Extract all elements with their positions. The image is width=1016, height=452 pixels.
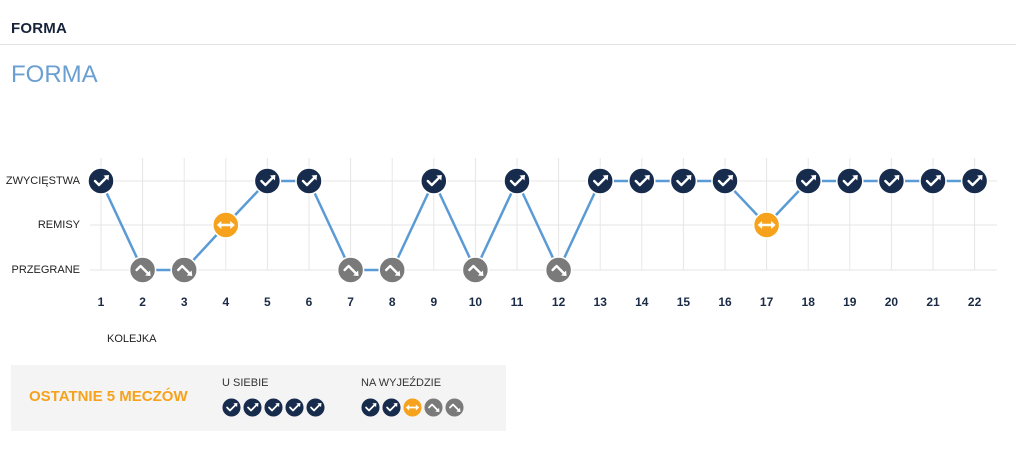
result-marker[interactable]: [128, 256, 157, 284]
loss-icon: [551, 264, 567, 276]
result-marker[interactable]: [836, 167, 864, 195]
result-marker[interactable]: [336, 256, 365, 284]
win-icon: [967, 175, 983, 187]
x-tick-label: 8: [389, 295, 396, 309]
win-icon: [306, 398, 325, 417]
y-axis-label: PRZEGRANE: [12, 264, 80, 276]
result-marker[interactable]: [544, 256, 573, 284]
win-icon: [222, 398, 241, 417]
win-icon: [301, 175, 317, 187]
draw-icon: [403, 398, 422, 417]
y-axis-label: ZWYCIĘSTWA: [6, 175, 81, 187]
x-tick-label: 2: [139, 295, 146, 309]
result-marker[interactable]: [919, 167, 947, 195]
win-icon: [509, 175, 525, 187]
result-marker[interactable]: [378, 256, 406, 284]
loss-icon: [424, 398, 443, 417]
last-five-panel: OSTATNIE 5 MECZÓW U SIEBIE NA WYJEŹDZIE: [11, 365, 506, 431]
result-marker[interactable]: [669, 167, 698, 195]
win-icon: [884, 175, 900, 187]
x-tick-label: 16: [718, 295, 732, 309]
header-divider: [0, 44, 1016, 45]
x-tick-label: 17: [760, 295, 774, 309]
x-tick-label: 21: [926, 295, 940, 309]
y-axis-label: REMISY: [38, 219, 81, 231]
win-icon: [260, 175, 276, 187]
away-label: NA WYJEŹDZIE: [361, 377, 442, 389]
result-marker[interactable]: [503, 167, 531, 195]
x-tick-label: 14: [635, 295, 649, 309]
loss-icon: [445, 398, 464, 417]
result-marker[interactable]: [170, 256, 198, 284]
draw-icon: [216, 221, 235, 229]
win-icon: [925, 175, 941, 187]
win-icon: [634, 175, 650, 187]
win-icon: [243, 398, 262, 417]
win-icon: [717, 175, 733, 187]
result-marker[interactable]: [87, 167, 115, 195]
result-marker[interactable]: [960, 167, 989, 195]
x-tick-label: 19: [843, 295, 857, 309]
win-icon: [93, 175, 109, 187]
win-icon: [842, 175, 858, 187]
section-title: FORMA: [11, 61, 98, 88]
win-icon: [361, 398, 380, 417]
result-marker[interactable]: [586, 167, 614, 195]
x-tick-label: 18: [802, 295, 816, 309]
result-marker[interactable]: [420, 167, 448, 195]
x-tick-label: 10: [469, 295, 483, 309]
x-tick-label: 11: [511, 295, 524, 309]
x-tick-label: 13: [594, 295, 608, 309]
x-tick-label: 20: [885, 295, 899, 309]
loss-icon: [468, 264, 484, 276]
result-marker[interactable]: [628, 167, 656, 195]
win-icon: [285, 398, 304, 417]
loss-icon: [135, 264, 151, 276]
loss-icon: [176, 264, 193, 276]
header-title: FORMA: [11, 20, 67, 37]
draw-icon: [757, 221, 776, 229]
x-tick-label: 5: [264, 295, 271, 309]
x-tick-label: 7: [347, 295, 354, 309]
x-tick-label: 15: [677, 295, 691, 309]
result-marker[interactable]: [877, 167, 906, 195]
loss-icon: [343, 264, 359, 276]
x-axis-title: KOLEJKA: [107, 333, 157, 345]
result-marker[interactable]: [461, 256, 490, 284]
win-icon: [593, 175, 609, 187]
loss-icon: [385, 264, 401, 276]
win-icon: [801, 175, 817, 187]
x-tick-label: 9: [430, 295, 437, 309]
x-tick-label: 1: [98, 295, 105, 309]
home-label: U SIEBIE: [222, 377, 269, 389]
x-tick-label: 3: [181, 295, 188, 309]
win-icon: [426, 175, 442, 187]
result-marker[interactable]: [253, 167, 282, 195]
last-five-title: OSTATNIE 5 MECZÓW: [29, 388, 188, 405]
win-icon: [382, 398, 401, 417]
x-tick-label: 6: [306, 295, 313, 309]
x-tick-label: 22: [968, 295, 982, 309]
form-line: [99, 179, 975, 272]
result-marker[interactable]: [794, 167, 822, 195]
away-results-row: [361, 398, 464, 417]
x-tick-label: 4: [222, 295, 229, 309]
win-icon: [264, 398, 283, 417]
win-icon: [676, 175, 692, 187]
result-marker[interactable]: [711, 167, 739, 195]
result-marker[interactable]: [212, 211, 240, 239]
x-tick-label: 12: [552, 295, 566, 309]
result-marker[interactable]: [752, 211, 781, 239]
home-results-row: [222, 398, 325, 417]
result-marker[interactable]: [295, 167, 323, 195]
